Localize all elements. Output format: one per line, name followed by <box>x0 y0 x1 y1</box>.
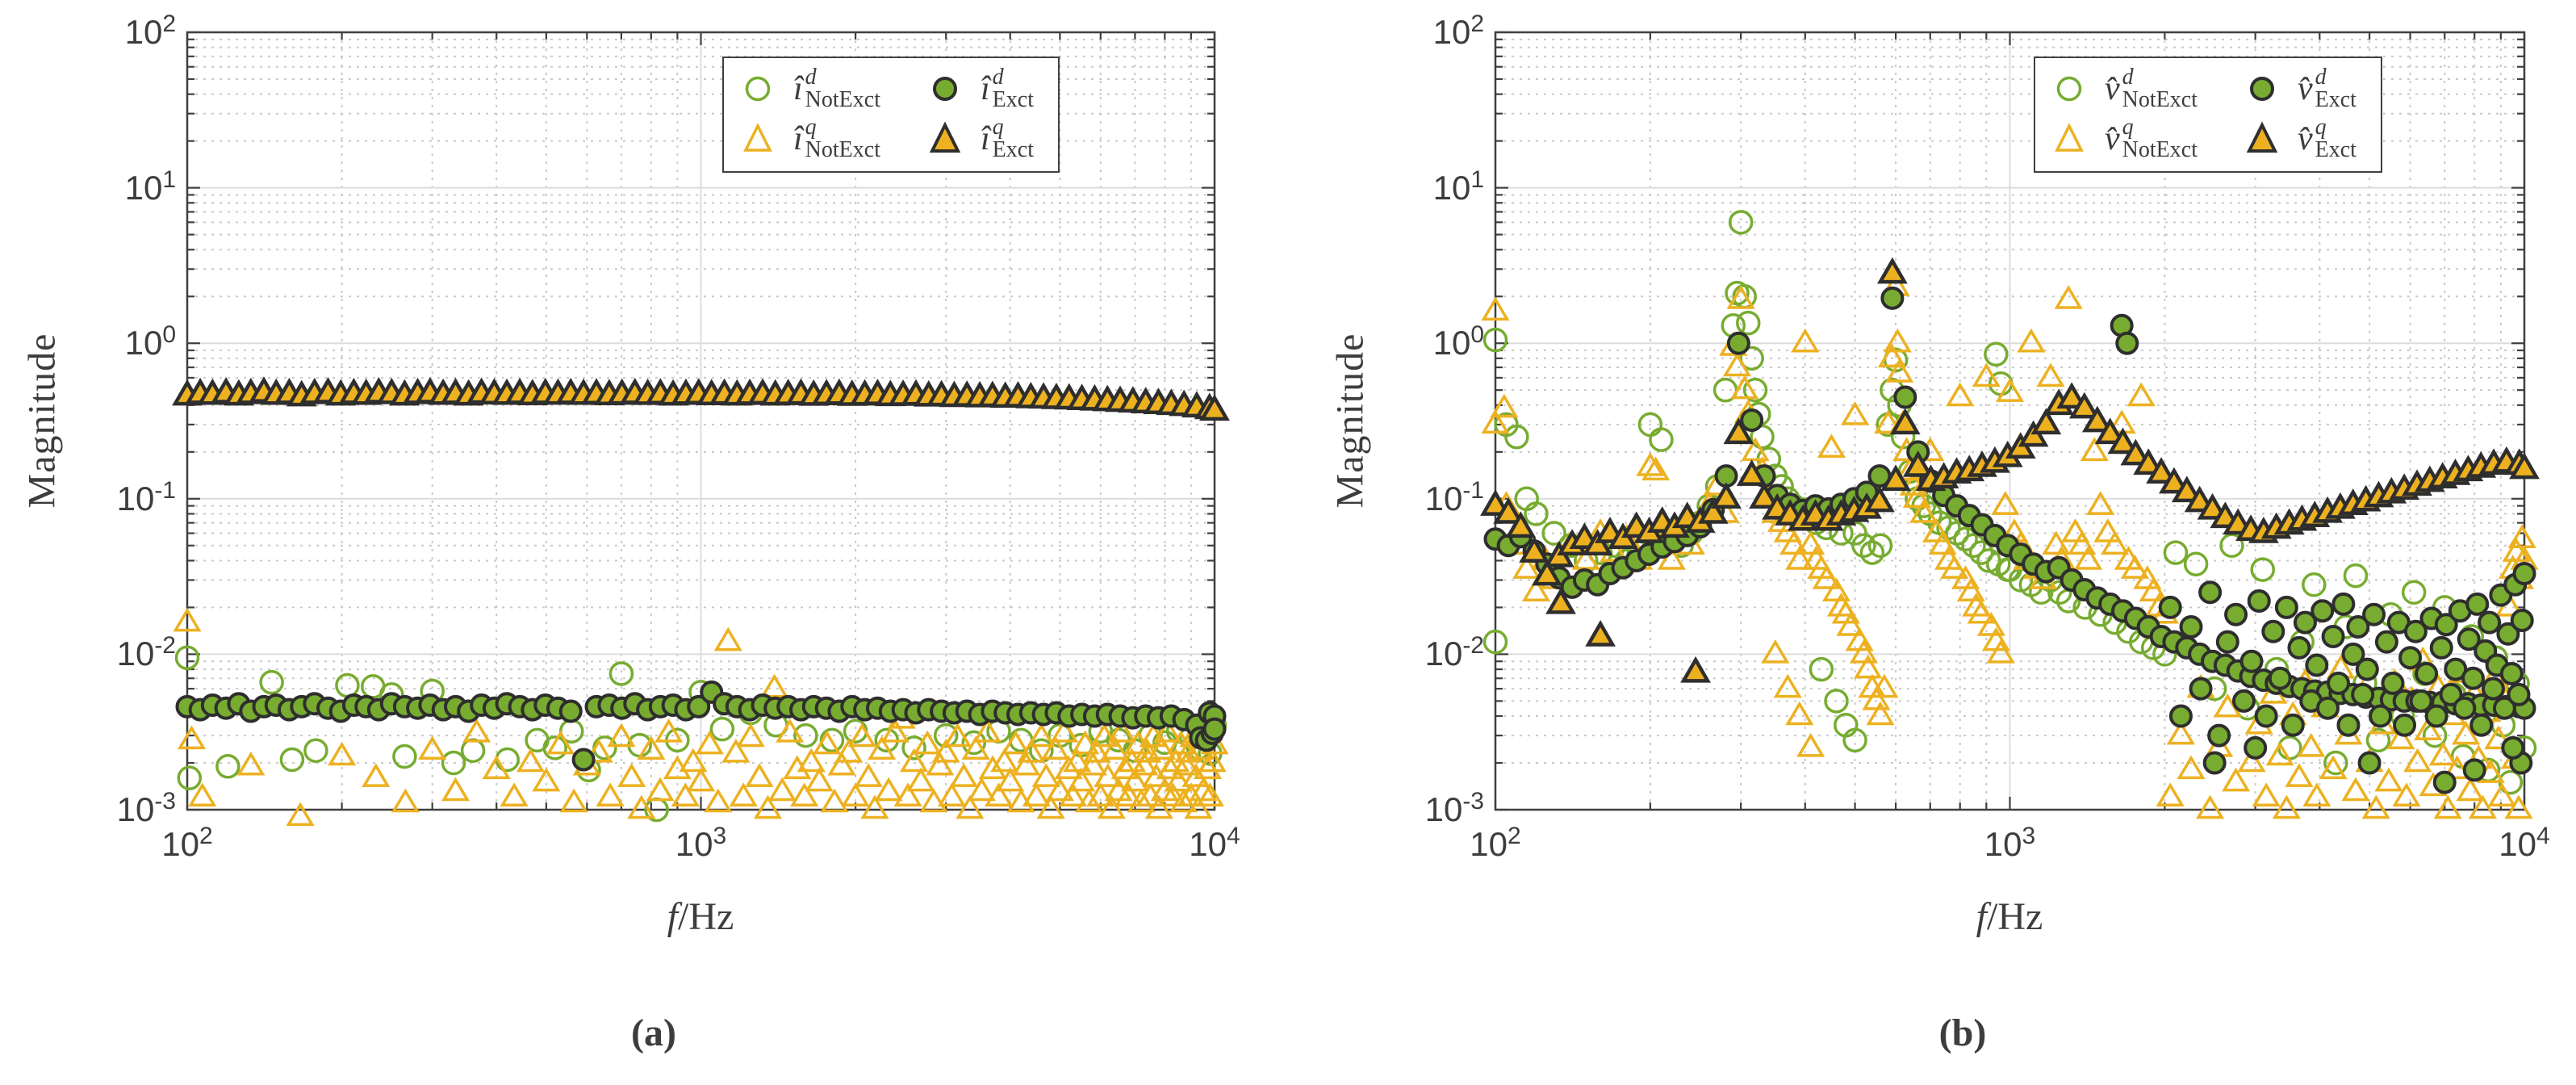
x-axis-label-a: f/Hz <box>667 894 734 939</box>
x-tick-label: 104 <box>1189 823 1240 863</box>
x-tick-label: 103 <box>1984 823 2036 863</box>
plot-a <box>172 31 1230 827</box>
x-tick-label: 103 <box>675 823 727 863</box>
legend-entry-i-d-exct: î d Exct <box>926 66 1034 111</box>
y-tick-label: 101 <box>1432 165 1484 207</box>
y-tick-label: 10-2 <box>1424 632 1484 673</box>
y-tick-label: 10-2 <box>116 632 176 673</box>
x-axis-unit: /Hz <box>678 895 734 938</box>
legend-label: î d Exct <box>980 65 1034 112</box>
x-axis-unit: /Hz <box>1987 895 2043 938</box>
x-axis-label-b: f/Hz <box>1976 894 2043 939</box>
subfigure-caption-b: (b) <box>1938 1012 1987 1054</box>
series-a-i_d_Exct <box>175 680 1227 772</box>
x-axis-variable: f <box>1976 895 1988 938</box>
legend-entry-v-q-notexct: v̂ q NotExct <box>2050 116 2198 161</box>
y-axis-label-b: Magnitude <box>1328 333 1372 509</box>
legend-label: î q Exct <box>980 115 1034 162</box>
x-axis-variable: f <box>667 895 679 938</box>
filled-circle-icon <box>932 77 957 101</box>
legend-entry-i-q-exct: î q Exct <box>926 116 1034 161</box>
legend-entry-i-d-notexct: î d NotExct <box>738 66 880 111</box>
plot-b <box>1480 31 2540 819</box>
filled-triangle-icon <box>929 121 961 153</box>
legend-label: v̂ d Exct <box>2297 65 2356 112</box>
y-tick-label: 101 <box>124 165 176 207</box>
series-a-i_q_NotExct <box>173 607 1229 827</box>
y-tick-label: 10-1 <box>1424 476 1484 517</box>
legend-b: v̂ d NotExct v̂ d Exct v̂ q NotExct v̂ q Exct <box>2034 57 2382 173</box>
y-axis-label-a: Magnitude <box>20 333 64 509</box>
y-tick-label: 102 <box>1432 10 1484 51</box>
x-tick-label: 104 <box>2499 823 2550 863</box>
filled-circle-icon <box>2249 77 2274 101</box>
y-tick-label: 102 <box>124 10 176 51</box>
y-tick-label: 10-3 <box>116 788 176 828</box>
series-a-i_q_Exct <box>172 376 1230 421</box>
y-tick-label: 10-1 <box>116 476 176 517</box>
open-circle-icon <box>745 76 771 102</box>
open-triangle-icon <box>2055 123 2084 152</box>
legend-entry-v-q-exct: v̂ q Exct <box>2243 116 2356 161</box>
x-tick-label: 102 <box>161 823 213 863</box>
legend-label: î d NotExct <box>793 65 880 112</box>
open-triangle-icon <box>743 123 772 152</box>
x-tick-label: 102 <box>1470 823 1521 863</box>
legend-entry-v-d-notexct: v̂ d NotExct <box>2050 66 2198 111</box>
legend-label: î q NotExct <box>793 115 880 162</box>
tick-marks <box>186 31 1216 811</box>
y-tick-label: 10-3 <box>1424 788 1484 828</box>
legend-entry-i-q-notexct: î q NotExct <box>738 116 880 161</box>
legend-label: v̂ q Exct <box>2297 115 2356 162</box>
series-b-v_q_Exct <box>1480 257 2540 683</box>
open-circle-icon <box>2056 76 2082 102</box>
legend-entry-v-d-exct: v̂ d Exct <box>2243 66 2356 111</box>
legend-a: î d NotExct î d Exct î q NotExct î q Exct <box>722 57 1060 173</box>
major-grid <box>187 32 1215 810</box>
y-tick-label: 100 <box>1432 321 1484 362</box>
legend-label: v̂ d NotExct <box>2105 65 2198 112</box>
y-tick-label: 100 <box>124 321 176 362</box>
legend-label: v̂ q NotExct <box>2105 115 2198 162</box>
filled-triangle-icon <box>2246 121 2278 153</box>
subfigure-caption-a: (a) <box>631 1012 676 1054</box>
